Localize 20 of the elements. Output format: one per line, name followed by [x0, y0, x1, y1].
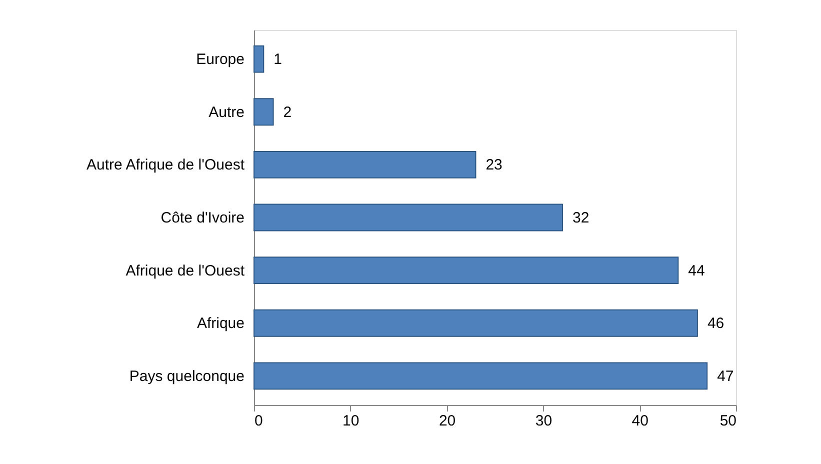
- data-label: 2: [283, 104, 292, 121]
- y-tick-label: Autre Afrique de l'Ouest: [86, 156, 246, 174]
- x-tick-label: 50: [720, 412, 736, 430]
- y-tick-label: Côte d'Ivoire: [160, 210, 244, 226]
- data-label: 44: [688, 262, 705, 280]
- y-tick-label: Afrique: [196, 315, 244, 332]
- y-tick-label: Europe: [196, 51, 244, 68]
- y-tick-label: Autre: [208, 104, 244, 121]
- data-label: 46: [707, 315, 724, 332]
- data-label: 47: [717, 368, 734, 385]
- data-label: 32: [572, 210, 590, 226]
- x-tick-label: 0: [254, 412, 263, 430]
- x-tick-label: 30: [535, 412, 552, 430]
- y-tick-label: Afrique de l'Ouest: [126, 262, 246, 280]
- y-tick-label: Pays quelconque: [129, 368, 244, 385]
- x-tick-label: 10: [342, 412, 360, 430]
- x-tick-label: 20: [438, 412, 456, 430]
- x-tick-label: 40: [632, 412, 648, 430]
- data-label: 1: [274, 51, 282, 68]
- data-label: 23: [486, 156, 502, 174]
